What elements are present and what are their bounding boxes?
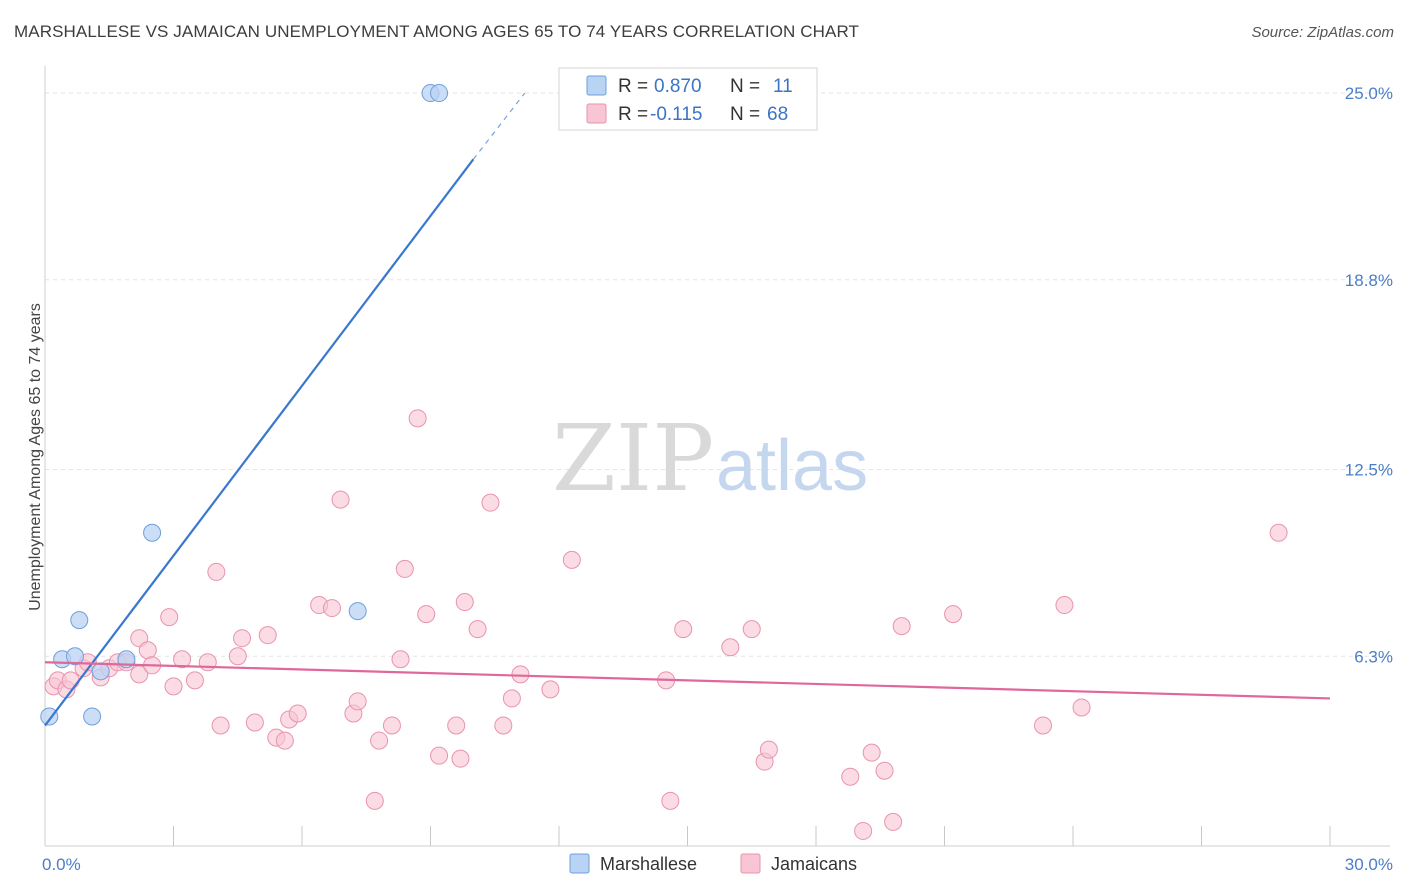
jamaican-point	[1072, 698, 1091, 717]
jamaican-point	[759, 740, 778, 759]
marshallese-trend-line	[44, 158, 475, 727]
jamaican-point	[875, 761, 894, 780]
jamaican-point	[198, 653, 217, 672]
y-tick-label: 25.0%	[1345, 84, 1393, 103]
chart-title: MARSHALLESE VS JAMAICAN UNEMPLOYMENT AMO…	[14, 22, 860, 41]
jamaican-point	[494, 716, 513, 735]
correlation-legend: R = 0.870 N = 11 R = -0.115 N = 68	[558, 67, 818, 131]
jamaican-point	[348, 692, 367, 711]
watermark-atlas: atlas	[716, 426, 868, 506]
jamaican-point	[742, 620, 761, 639]
legend-r-label: R =	[618, 76, 648, 97]
jamaican-point	[884, 812, 903, 831]
jamaican-point	[382, 716, 401, 735]
jamaican-point	[481, 493, 500, 512]
legend-n-value: 11	[773, 76, 793, 97]
legend-n-value: 68	[767, 104, 788, 125]
jamaican-point	[721, 638, 740, 657]
gridlines	[45, 92, 1390, 657]
jamaican-point	[211, 716, 230, 735]
jamaican-point	[468, 620, 487, 639]
x-tick-labels: 0.0% 30.0%	[42, 855, 1393, 874]
jamaican-point	[258, 626, 277, 645]
axes	[44, 66, 1390, 847]
jamaican-trend-line	[44, 661, 1331, 700]
jamaican-point	[841, 767, 860, 786]
jamaican-point	[674, 620, 693, 639]
jamaican-point	[447, 716, 466, 735]
jamaican-point	[408, 409, 427, 428]
marshallese-point	[430, 84, 449, 103]
legend-r-label: R =	[618, 104, 648, 125]
series-legend-swatch-jamaicans	[740, 853, 761, 874]
jamaican-point	[944, 605, 963, 624]
marshallese-point	[91, 662, 110, 681]
jamaican-point	[228, 647, 247, 666]
jamaican-point	[233, 629, 252, 648]
jamaican-point	[1269, 523, 1288, 542]
legend-swatch-marshallese	[586, 75, 607, 96]
jamaican-point	[395, 559, 414, 578]
jamaican-point	[61, 671, 80, 690]
jamaican-point	[661, 791, 680, 810]
jamaican-point	[138, 641, 157, 660]
legend-r-value: -0.115	[650, 104, 702, 125]
jamaican-point	[275, 731, 294, 750]
y-tick-labels: 6.3% 12.5% 18.8% 25.0%	[1345, 84, 1393, 666]
y-axis-label: Unemployment Among Ages 65 to 74 years	[27, 303, 44, 611]
watermark-zip: ZIP	[552, 405, 714, 512]
jamaican-point	[451, 749, 470, 768]
marshallese-point	[40, 707, 59, 726]
series-legend-label-marshallese: Marshallese	[600, 854, 697, 874]
jamaican-point	[164, 677, 183, 696]
y-tick-label: 12.5%	[1345, 461, 1393, 480]
series-legend-swatch-marshallese	[569, 853, 590, 874]
jamaican-point	[511, 665, 530, 684]
trend-lines	[44, 92, 1331, 727]
x-tick-label: 0.0%	[42, 855, 81, 874]
marshallese-point	[83, 707, 102, 726]
jamaican-point	[173, 650, 192, 669]
jamaican-point	[331, 490, 350, 509]
jamaican-point	[391, 650, 410, 669]
marshallese-point	[143, 523, 162, 542]
marshallese-point	[348, 602, 367, 621]
jamaican-point	[1034, 716, 1053, 735]
legend-n-label: N =	[730, 104, 760, 125]
series-legend-label-jamaicans: Jamaicans	[771, 854, 857, 874]
series-legend: Marshallese Jamaicans	[569, 853, 857, 874]
marshallese-points	[40, 84, 449, 726]
legend-r-value: 0.870	[654, 76, 702, 97]
marshallese-point	[70, 611, 89, 630]
legend-swatch-jamaicans	[586, 103, 607, 124]
jamaican-point	[207, 562, 226, 581]
jamaican-point	[288, 704, 307, 723]
jamaican-point	[417, 605, 436, 624]
jamaican-point	[1055, 596, 1074, 615]
jamaican-point	[455, 593, 474, 612]
jamaican-point	[892, 617, 911, 636]
jamaican-point	[185, 671, 204, 690]
x-tick-label: 30.0%	[1345, 855, 1393, 874]
jamaican-point	[502, 689, 521, 708]
jamaican-point	[541, 680, 560, 699]
legend-n-label: N =	[730, 76, 760, 97]
marshallese-point	[65, 647, 84, 666]
jamaican-point	[562, 550, 581, 569]
watermark: ZIP atlas	[552, 405, 868, 512]
jamaican-point	[854, 821, 873, 840]
jamaican-point	[322, 599, 341, 618]
marshallese-trend-extension	[472, 92, 526, 160]
jamaican-point	[370, 731, 389, 750]
y-tick-label: 18.8%	[1345, 271, 1393, 290]
y-tick-label: 6.3%	[1354, 647, 1393, 666]
jamaican-point	[245, 713, 264, 732]
jamaican-point	[862, 743, 881, 762]
source-credit: Source: ZipAtlas.com	[1251, 24, 1394, 41]
jamaican-point	[430, 746, 449, 765]
jamaican-point	[365, 791, 384, 810]
jamaican-point	[160, 608, 179, 627]
